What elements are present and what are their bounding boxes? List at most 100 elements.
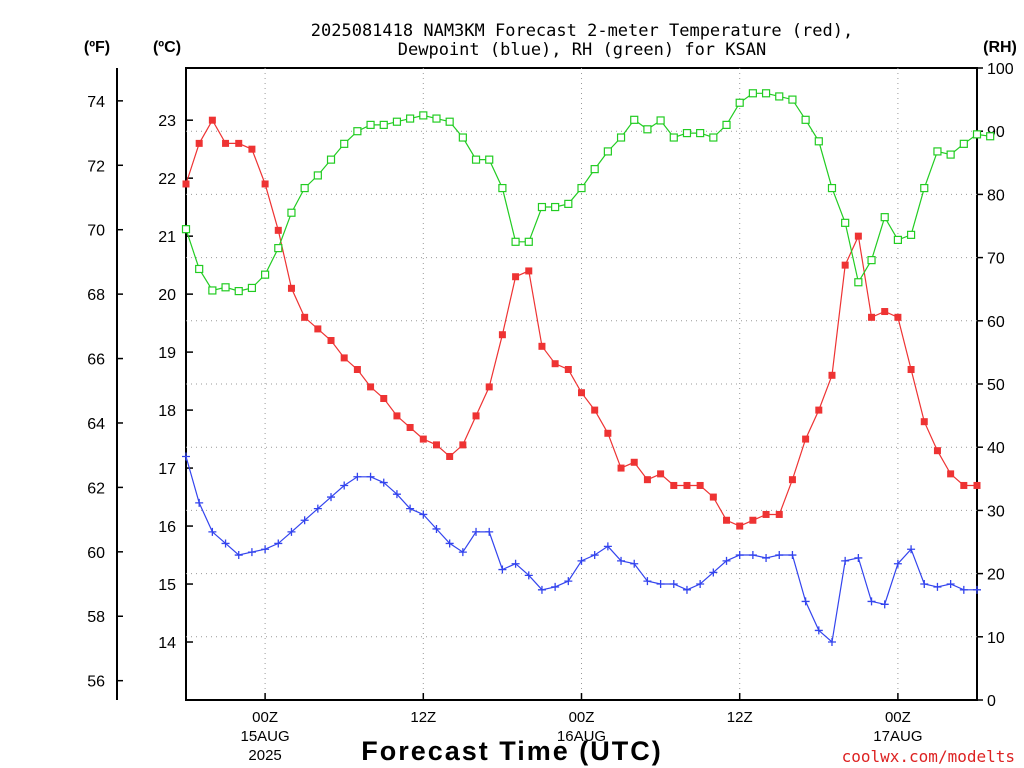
fahrenheit-tick-label: 58 xyxy=(87,609,105,626)
dewpoint-point xyxy=(827,638,836,647)
rh-point xyxy=(221,283,230,292)
rh-tick-label: 60 xyxy=(987,314,1005,331)
rh-point xyxy=(537,202,547,212)
dewpoint-point xyxy=(973,585,981,594)
temperature-point xyxy=(670,481,678,489)
dewpoint-point xyxy=(313,504,322,513)
dewpoint-point xyxy=(959,585,968,594)
dewpoint-point xyxy=(946,580,955,589)
rh-tick-label: 0 xyxy=(987,693,996,710)
fahrenheit-tick-label: 72 xyxy=(87,158,105,175)
dewpoint-point xyxy=(511,559,520,568)
rh-point xyxy=(748,89,757,98)
celsius-tick-label: 23 xyxy=(158,113,176,130)
dewpoint-point xyxy=(933,582,942,591)
dewpoint-point xyxy=(551,582,560,591)
dewpoint-point xyxy=(893,559,902,568)
x-tick-date-label: 15AUG xyxy=(240,728,289,745)
rh-point xyxy=(419,111,428,120)
celsius-unit-label: (ºC) xyxy=(153,39,181,56)
rh-point xyxy=(590,165,599,174)
temperature-point xyxy=(446,452,454,460)
temperature-point xyxy=(498,331,506,339)
temperature-point xyxy=(195,139,203,147)
dewpoint-point xyxy=(458,548,467,557)
temperature-point xyxy=(301,313,309,321)
rh-point xyxy=(722,120,731,129)
temperature-point xyxy=(314,325,322,333)
rh-point xyxy=(643,125,652,134)
rh-point xyxy=(972,130,982,139)
rh-point xyxy=(735,98,744,107)
temperature-point xyxy=(551,360,559,368)
rh-tick-label: 80 xyxy=(987,187,1005,204)
dewpoint-point xyxy=(537,585,546,594)
rh-tick-label: 50 xyxy=(987,377,1005,394)
temperature-point xyxy=(406,423,414,431)
rh-point xyxy=(906,230,916,239)
temperature-point xyxy=(327,337,335,345)
dewpoint-point xyxy=(485,527,494,536)
temperature-point xyxy=(353,366,361,374)
temperature-point xyxy=(367,383,375,391)
rh-point xyxy=(313,171,322,180)
dewpoint-point xyxy=(630,559,639,568)
dewpoint-point xyxy=(379,478,388,487)
dewpoint-point xyxy=(300,516,309,525)
temperature-point xyxy=(485,383,493,391)
dewpoint-point xyxy=(353,472,362,481)
dewpoint-point xyxy=(261,545,270,554)
credit-text: coolwx.com/modelts xyxy=(842,747,1015,766)
rh-point xyxy=(247,283,257,293)
chart-title-line2: Dewpoint (blue), RH (green) for KSAN xyxy=(398,40,766,60)
dewpoint-point xyxy=(287,527,296,536)
rh-point xyxy=(432,114,441,123)
dewpoint-point xyxy=(682,585,691,594)
rh-point xyxy=(274,244,283,253)
x-tick-date-label: 16AUG xyxy=(557,728,606,745)
temperature-point xyxy=(419,435,427,443)
rh-point xyxy=(353,127,362,136)
rh-point xyxy=(392,117,402,126)
temperature-point xyxy=(261,180,269,188)
dewpoint-point xyxy=(590,551,599,560)
temperature-point xyxy=(723,516,731,524)
dewpoint-point xyxy=(669,580,678,589)
rh-point xyxy=(986,132,995,141)
rh-point xyxy=(551,202,560,212)
temperature-point xyxy=(947,470,955,478)
dewpoint-point xyxy=(907,545,916,554)
temperature-point xyxy=(380,394,388,402)
rh-point xyxy=(471,155,481,164)
dewpoint-point xyxy=(340,481,349,490)
x-tick-label: 00Z xyxy=(885,709,911,726)
x-tick-label: 12Z xyxy=(410,709,436,726)
temperature-point xyxy=(208,116,216,124)
rh-point xyxy=(893,235,903,245)
rh-point xyxy=(603,147,612,156)
temperature-point xyxy=(432,441,440,449)
celsius-tick-label: 15 xyxy=(158,577,176,594)
fahrenheit-tick-label: 64 xyxy=(87,416,105,433)
dewpoint-point xyxy=(392,490,401,499)
dewpoint-point xyxy=(709,568,718,577)
rh-point xyxy=(682,128,692,138)
temperature-point xyxy=(815,406,823,414)
temperature-point xyxy=(881,308,889,316)
temperature-point xyxy=(248,145,256,153)
dewpoint-point xyxy=(867,597,876,606)
x-tick-label: 00Z xyxy=(252,709,278,726)
temperature-point xyxy=(182,180,190,188)
dewpoint-point xyxy=(498,565,507,574)
dewpoint-point xyxy=(920,580,929,589)
celsius-tick-label: 16 xyxy=(158,519,176,536)
rh-point xyxy=(261,270,270,279)
fahrenheit-tick-label: 60 xyxy=(87,545,105,562)
dewpoint-point xyxy=(221,539,230,548)
rh-point xyxy=(669,133,678,142)
celsius-tick-label: 22 xyxy=(158,171,176,188)
celsius-tick-label: 18 xyxy=(158,403,176,420)
rh-point xyxy=(656,116,665,125)
dewpoint-point xyxy=(775,551,784,560)
